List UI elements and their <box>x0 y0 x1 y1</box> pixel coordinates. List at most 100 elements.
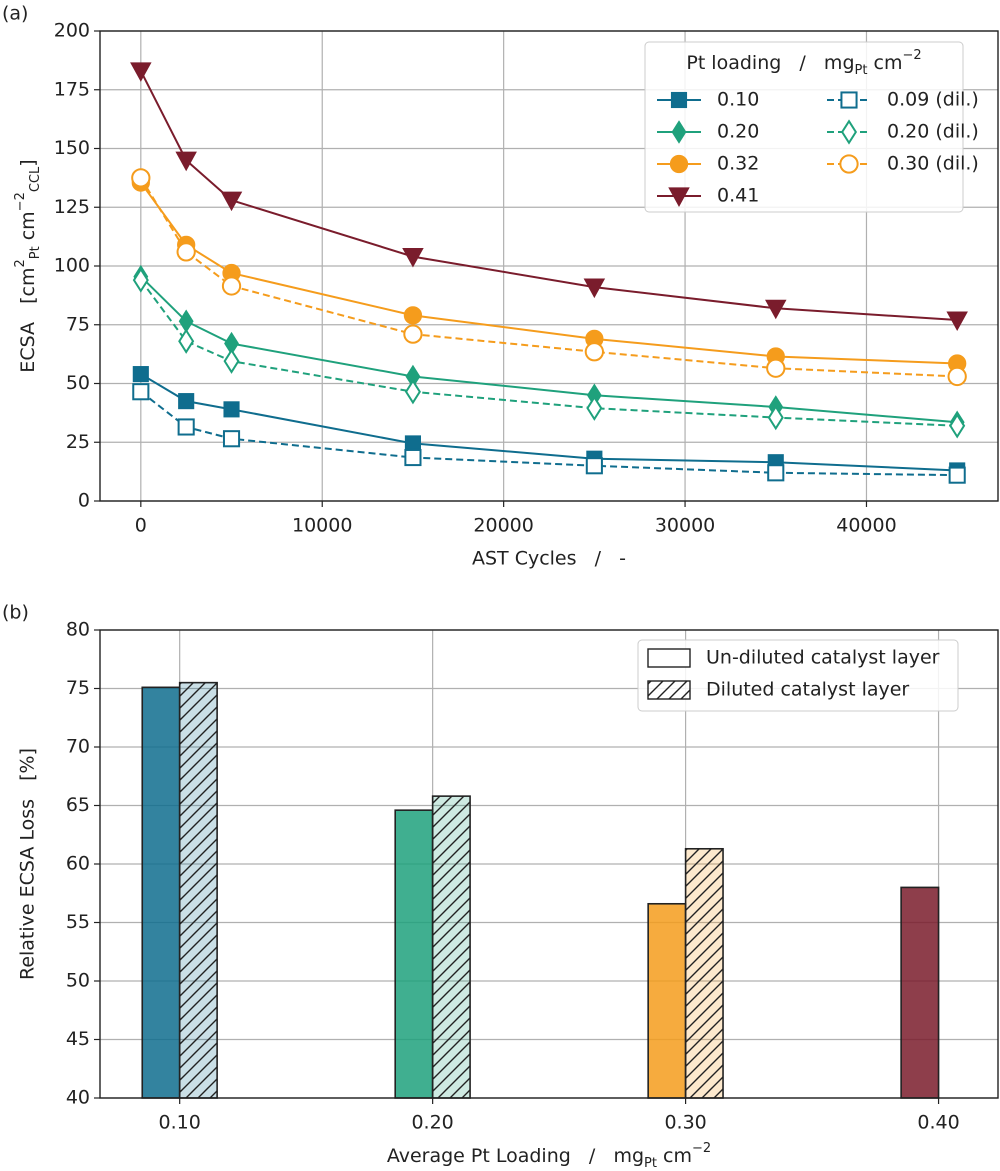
legend-marker <box>840 91 858 109</box>
x-tick-label: 20000 <box>473 515 533 537</box>
legend-patch <box>647 680 691 700</box>
axes-frame <box>99 30 999 502</box>
y-tick-label: 45 <box>66 1028 90 1050</box>
marker <box>132 366 149 383</box>
y-tick-label: 25 <box>66 431 90 453</box>
legend-marker <box>670 91 688 109</box>
legend-marker <box>668 187 690 207</box>
y-tick-label: 75 <box>66 677 90 699</box>
marker <box>585 457 603 475</box>
legend-marker <box>840 119 858 145</box>
marker <box>404 379 421 405</box>
label-part: cm <box>867 52 902 74</box>
y-tick-label: 60 <box>66 853 90 875</box>
marker <box>402 248 424 268</box>
marker <box>178 393 195 410</box>
y-tick-label: 50 <box>66 372 90 394</box>
y-tick-label: 100 <box>54 255 90 277</box>
legend-marker <box>671 120 687 144</box>
y-tick-label: 65 <box>66 794 90 816</box>
x-tick-label: 0.20 <box>411 1112 453 1134</box>
y-tick-label: 50 <box>66 970 90 992</box>
label-part: −2 <box>902 48 921 63</box>
legend-marker <box>669 154 689 174</box>
marker <box>765 299 787 320</box>
bar-hatch <box>179 682 218 1098</box>
marker <box>766 358 786 378</box>
marker <box>404 448 422 467</box>
marker <box>130 62 152 82</box>
y-tick-label: 75 <box>66 313 90 335</box>
y-tick-label: 125 <box>54 196 90 218</box>
marker <box>947 366 967 387</box>
marker <box>404 435 421 452</box>
legend-label: 0.09 (dil.) <box>887 89 979 111</box>
marker <box>584 342 604 362</box>
legend-label: 0.10 <box>717 89 759 111</box>
marker <box>131 168 151 188</box>
legend-label: Diluted catalyst layer <box>706 679 909 701</box>
series-line <box>140 279 958 427</box>
bar <box>395 810 433 1098</box>
bar <box>901 887 939 1098</box>
x-tick-label: 40000 <box>836 515 896 537</box>
legend-patch <box>647 648 691 668</box>
legend-marker <box>839 154 859 174</box>
marker <box>223 401 240 418</box>
series-line <box>140 373 958 472</box>
legend-title: Pt loading / mgPt cm−2 <box>686 48 921 78</box>
bar <box>648 903 686 1098</box>
legend-box <box>644 41 964 213</box>
bar-hatch <box>432 796 471 1098</box>
label-part: Pt <box>644 1156 657 1171</box>
legend-label: 0.32 <box>717 153 759 175</box>
y-axis-label: ECSA [cm2Pt cm−2CCL] <box>13 159 43 372</box>
label-part: cm <box>657 1145 692 1167</box>
bar <box>142 687 180 1098</box>
y-tick-label: 55 <box>66 911 90 933</box>
legend-label: Un-diluted catalyst layer <box>706 647 940 669</box>
marker <box>132 267 149 293</box>
marker <box>946 311 968 331</box>
y-tick-label: 40 <box>66 1087 90 1109</box>
label-part: Pt <box>28 246 43 259</box>
marker <box>767 404 784 431</box>
series-line <box>140 275 958 424</box>
legend-box <box>637 639 959 712</box>
panel-label: (a) <box>2 3 28 25</box>
legend-label: 0.20 <box>717 121 759 143</box>
x-axis-label: AST Cycles / - <box>472 548 626 570</box>
marker <box>403 324 423 344</box>
marker <box>948 466 966 484</box>
marker <box>221 276 242 296</box>
label-part: ECSA [cm <box>17 268 39 373</box>
marker <box>220 191 243 212</box>
x-tick-label: 0.10 <box>159 1112 201 1134</box>
y-tick-label: 150 <box>54 137 90 159</box>
label-part: −2 <box>13 192 28 211</box>
marker <box>583 278 606 299</box>
label-part: cm <box>17 211 39 246</box>
legend-label: 0.30 (dil.) <box>887 153 979 175</box>
marker <box>132 383 150 401</box>
label-part: Average Pt Loading / mg <box>387 1145 644 1167</box>
label-part: −2 <box>692 1141 711 1156</box>
label-part: CCL <box>28 166 43 192</box>
label-part: Pt <box>855 63 868 78</box>
axes-frame <box>99 629 999 1099</box>
y-axis-label: Relative ECSA Loss [%] <box>17 748 39 980</box>
marker <box>586 395 603 421</box>
marker <box>223 348 240 374</box>
x-tick-label: 30000 <box>655 515 715 537</box>
x-tick-label: 0 <box>135 515 147 537</box>
marker <box>175 151 197 172</box>
legend-label: 0.20 (dil.) <box>887 121 979 143</box>
y-tick-label: 0 <box>78 490 90 512</box>
label-part: Pt loading / mg <box>686 52 854 74</box>
marker <box>176 242 196 262</box>
bar-hatch <box>685 848 724 1098</box>
legend-label: 0.41 <box>717 185 759 207</box>
marker <box>949 413 966 439</box>
y-tick-label: 175 <box>54 78 90 100</box>
